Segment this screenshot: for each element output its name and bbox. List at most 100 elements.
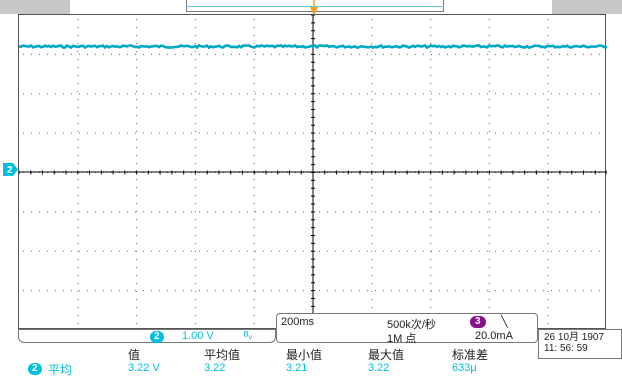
grid-dot bbox=[194, 99, 196, 100]
trigger-source-badge[interactable]: 3 bbox=[470, 316, 486, 328]
grid-dot bbox=[79, 132, 80, 134]
grid-dot bbox=[103, 132, 104, 134]
grid-dot bbox=[77, 275, 79, 276]
grid-dot bbox=[371, 195, 373, 196]
grid-dot bbox=[543, 53, 544, 55]
grid-dot bbox=[547, 259, 549, 260]
grid-dot bbox=[415, 211, 416, 213]
grid-dot bbox=[575, 211, 576, 213]
grid-dot bbox=[253, 131, 255, 132]
grid-dot bbox=[519, 132, 520, 134]
grid-dot bbox=[183, 250, 184, 252]
grid-dot bbox=[135, 290, 136, 292]
grid-dot bbox=[215, 290, 216, 292]
grid-dot bbox=[488, 219, 490, 220]
grid-dot bbox=[111, 250, 112, 252]
grid-dot bbox=[287, 250, 288, 252]
grid-dot bbox=[287, 211, 288, 213]
grid-dot bbox=[591, 53, 592, 55]
grid-dot bbox=[215, 53, 216, 55]
grid-dot bbox=[136, 27, 138, 28]
grid-dot bbox=[77, 291, 79, 292]
grid-dot bbox=[253, 107, 255, 108]
waveform-display[interactable] bbox=[18, 14, 607, 330]
grid-dot bbox=[503, 93, 504, 95]
grid-dot bbox=[135, 211, 136, 213]
grid-dot bbox=[351, 211, 352, 213]
grid-dot bbox=[194, 115, 196, 116]
grid-dot bbox=[255, 211, 256, 213]
grid-dot bbox=[343, 250, 344, 252]
graticule bbox=[19, 15, 607, 330]
grid-dot bbox=[39, 250, 40, 252]
grid-dot bbox=[253, 227, 255, 228]
grid-dot bbox=[495, 132, 496, 134]
grid-dot bbox=[488, 35, 490, 36]
grid-dot bbox=[271, 290, 272, 292]
grid-dot bbox=[253, 51, 255, 52]
grid-dot bbox=[511, 290, 512, 292]
grid-dot bbox=[547, 19, 549, 20]
grid-dot bbox=[319, 132, 320, 134]
grid-dot bbox=[253, 323, 255, 324]
grid-dot bbox=[71, 250, 72, 252]
grid-dot bbox=[430, 243, 432, 244]
grid-dot bbox=[194, 299, 196, 300]
grid-dot bbox=[77, 179, 79, 180]
grid-dot bbox=[77, 139, 79, 140]
grid-dot bbox=[223, 93, 224, 95]
grid-dot bbox=[127, 132, 128, 134]
grid-dot bbox=[431, 290, 432, 292]
grid-dot bbox=[103, 93, 104, 95]
grid-dot bbox=[136, 99, 138, 100]
grid-dot bbox=[279, 250, 280, 252]
acquisition-panel[interactable]: 200ms 500k次/秒 1M 点 3 ╲ 20.0mA bbox=[276, 313, 538, 345]
meas-source-badge[interactable]: 2 bbox=[28, 363, 42, 375]
grid-dot bbox=[439, 211, 440, 213]
grid-dot bbox=[167, 211, 168, 213]
grid-dot bbox=[547, 195, 549, 196]
grid-dot bbox=[559, 132, 560, 134]
grid-dot bbox=[488, 147, 490, 148]
grid-dot bbox=[194, 235, 196, 236]
measurement-table[interactable]: 值 平均值 最小值 最大值 标准差 2 平均 3.22 V 3.22 3.21 … bbox=[18, 344, 538, 379]
grid-dot bbox=[119, 290, 120, 292]
grid-dot bbox=[71, 211, 72, 213]
grid-dot bbox=[547, 283, 549, 284]
grid-dot bbox=[488, 51, 490, 52]
grid-dot bbox=[455, 250, 456, 252]
grid-dot bbox=[255, 132, 256, 134]
grid-dot bbox=[77, 211, 79, 212]
ch2-ground-marker-icon[interactable]: 2 bbox=[3, 163, 18, 176]
meas-type-label[interactable]: 平均 bbox=[48, 363, 73, 377]
channel-status-bar[interactable]: 2 1.00 V ᴮᵥ bbox=[18, 329, 276, 343]
ch2-vertical-scale: 1.00 V bbox=[182, 330, 214, 342]
grid-dot bbox=[488, 203, 490, 204]
grid-dot bbox=[63, 250, 64, 252]
grid-dot bbox=[223, 211, 224, 213]
grid-dot bbox=[77, 75, 79, 76]
grid-dot bbox=[430, 187, 432, 188]
grid-dot bbox=[371, 67, 373, 68]
grid-dot bbox=[271, 53, 272, 55]
grid-dot bbox=[247, 93, 248, 95]
grid-dot bbox=[287, 93, 288, 95]
ch2-badge[interactable]: 2 bbox=[150, 331, 164, 343]
grid-dot bbox=[371, 99, 373, 100]
trigger-position-icon[interactable] bbox=[309, 0, 319, 18]
grid-dot bbox=[415, 93, 416, 95]
grid-dot bbox=[399, 250, 400, 252]
grid-dot bbox=[488, 211, 490, 212]
grid-dot bbox=[263, 132, 264, 134]
grid-dot bbox=[371, 163, 373, 164]
time-text: 11: 56: 59 bbox=[544, 343, 588, 354]
grid-dot bbox=[371, 35, 373, 36]
grid-dot bbox=[194, 315, 196, 316]
grid-dot bbox=[136, 43, 138, 44]
grid-dot bbox=[547, 91, 549, 92]
grid-dot bbox=[175, 53, 176, 55]
grid-dot bbox=[319, 250, 320, 252]
grid-dot bbox=[359, 53, 360, 55]
grid-dot bbox=[359, 93, 360, 95]
grid-dot bbox=[263, 93, 264, 95]
